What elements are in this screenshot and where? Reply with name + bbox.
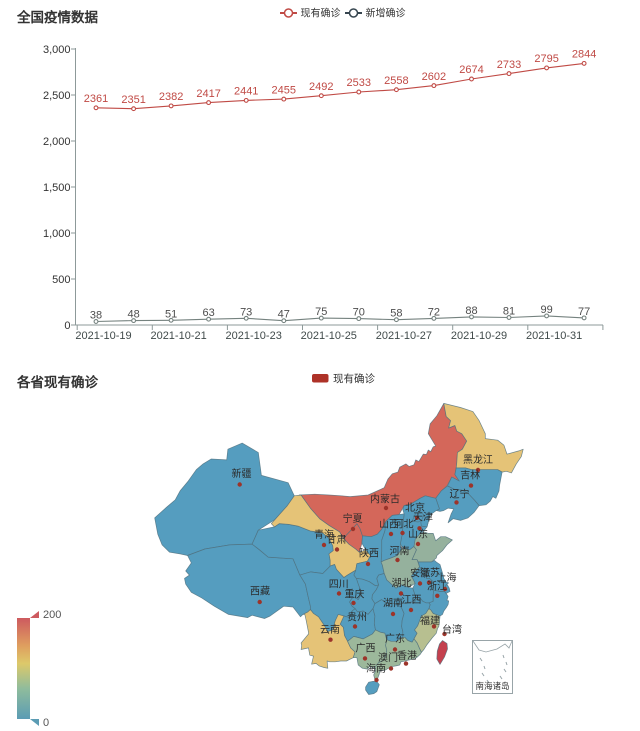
svg-text:贵州: 贵州 [347,611,367,624]
svg-text:现有确诊: 现有确诊 [333,372,375,385]
svg-text:河北: 河北 [394,519,414,531]
svg-text:51: 51 [165,308,177,320]
svg-text:吉林: 吉林 [460,468,480,481]
svg-text:2,000: 2,000 [43,136,71,148]
svg-text:88: 88 [465,305,477,317]
svg-text:山东: 山东 [408,528,428,541]
svg-text:2795: 2795 [534,53,558,65]
svg-text:现有确诊: 现有确诊 [301,7,341,20]
svg-text:99: 99 [540,304,552,316]
svg-text:2021-10-25: 2021-10-25 [301,330,357,342]
svg-text:2602: 2602 [422,71,446,83]
svg-text:甘肃: 甘肃 [327,533,347,546]
svg-text:2844: 2844 [572,49,596,61]
svg-text:1,500: 1,500 [43,182,71,194]
svg-text:2,500: 2,500 [43,90,71,102]
svg-text:2021-10-27: 2021-10-27 [376,330,432,342]
svg-text:福建: 福建 [420,614,440,627]
svg-text:72: 72 [428,306,440,318]
svg-text:青海: 青海 [314,528,334,541]
svg-text:安徽: 安徽 [410,567,430,580]
svg-text:38: 38 [90,310,102,322]
svg-text:75: 75 [315,306,327,318]
svg-text:0: 0 [43,717,49,729]
svg-text:2361: 2361 [84,93,108,105]
svg-text:广东: 广东 [385,632,405,645]
svg-text:70: 70 [353,307,365,319]
svg-text:江西: 江西 [402,594,422,606]
svg-text:台湾: 台湾 [442,623,462,636]
svg-text:香港: 香港 [397,650,417,662]
svg-text:新疆: 新疆 [232,467,252,480]
svg-text:西藏: 西藏 [250,586,270,598]
svg-text:3,000: 3,000 [43,44,71,56]
svg-text:58: 58 [390,308,402,320]
svg-text:云南: 云南 [320,623,340,636]
svg-text:63: 63 [202,307,214,319]
svg-text:47: 47 [278,309,290,321]
svg-text:73: 73 [240,306,252,318]
svg-text:天津: 天津 [413,512,433,524]
svg-text:48: 48 [127,309,139,321]
svg-text:2674: 2674 [459,64,483,76]
svg-text:四川: 四川 [329,580,349,591]
svg-text:81: 81 [503,306,515,318]
svg-text:2492: 2492 [309,81,333,93]
svg-text:重庆: 重庆 [345,588,365,601]
svg-text:北京: 北京 [405,501,425,514]
svg-text:宁夏: 宁夏 [343,512,363,525]
svg-text:2733: 2733 [497,59,521,71]
svg-text:陕西: 陕西 [359,547,379,560]
svg-text:2441: 2441 [234,86,258,98]
svg-text:湖北: 湖北 [392,578,412,590]
svg-text:0: 0 [64,320,70,332]
svg-text:江苏: 江苏 [420,566,440,579]
svg-text:广西: 广西 [356,643,376,655]
svg-text:上海: 上海 [437,571,457,584]
svg-text:2382: 2382 [159,91,183,103]
svg-text:2417: 2417 [196,88,220,100]
svg-text:200: 200 [43,609,61,621]
svg-text:澳门: 澳门 [378,651,398,664]
svg-text:辽宁: 辽宁 [450,488,470,501]
svg-text:500: 500 [52,274,70,286]
svg-text:浙江: 浙江 [427,581,447,593]
svg-text:1,000: 1,000 [43,228,71,240]
svg-text:海南: 海南 [366,662,386,675]
svg-text:新增确诊: 新增确诊 [366,7,406,20]
svg-text:湖南: 湖南 [383,597,403,610]
svg-text:2021-10-23: 2021-10-23 [226,330,282,342]
svg-text:山西: 山西 [379,519,399,531]
svg-text:黑龙江: 黑龙江 [463,453,493,466]
svg-text:2021-10-21: 2021-10-21 [150,330,206,342]
svg-text:2021-10-31: 2021-10-31 [526,330,582,342]
svg-text:河南: 河南 [390,545,410,558]
svg-text:南海诸岛: 南海诸岛 [475,681,509,691]
svg-text:2558: 2558 [384,75,408,87]
svg-text:2021-10-29: 2021-10-29 [451,330,507,342]
svg-text:2351: 2351 [121,94,145,106]
svg-text:内蒙古: 内蒙古 [370,493,400,506]
svg-text:2455: 2455 [272,84,296,96]
svg-text:2021-10-19: 2021-10-19 [75,330,131,342]
svg-text:2533: 2533 [347,77,371,89]
svg-text:77: 77 [578,306,590,318]
